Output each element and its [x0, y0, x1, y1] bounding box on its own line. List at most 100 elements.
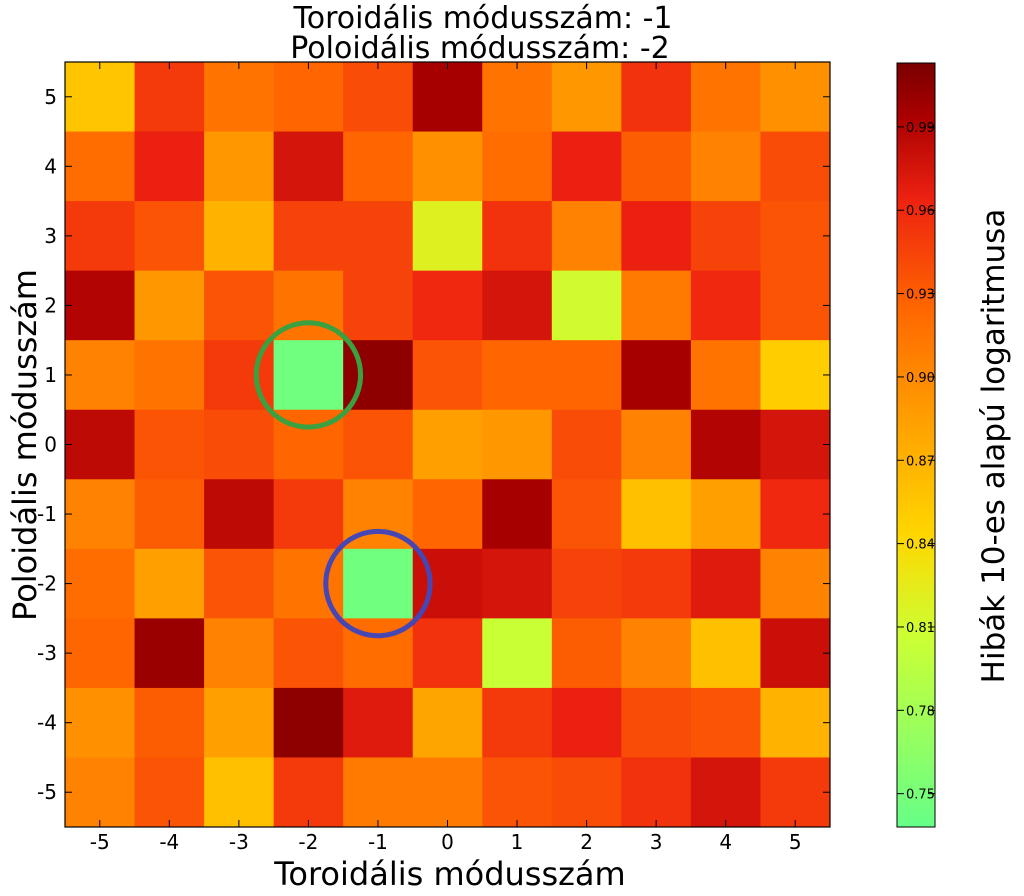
- heatmap-cell: [65, 340, 136, 411]
- heatmap-cell: [65, 548, 136, 619]
- heatmap-cell: [134, 270, 205, 341]
- heatmap-cell: [343, 687, 414, 758]
- heatmap-cell: [760, 201, 831, 272]
- heatmap-cell: [690, 687, 761, 758]
- heatmap-cell: [204, 270, 275, 341]
- heatmap-cell: [551, 618, 622, 689]
- y-tick-label: 5: [44, 85, 57, 109]
- heatmap-cell: [482, 757, 553, 828]
- heatmap-cell: [134, 757, 205, 828]
- y-axis-label: Poloidális módusszám: [6, 269, 44, 621]
- y-tick-label: -2: [37, 572, 57, 596]
- heatmap-cell: [65, 131, 136, 202]
- heatmap-cell: [204, 618, 275, 689]
- heatmap-cell: [482, 201, 553, 272]
- heatmap-cell: [65, 270, 136, 341]
- y-tick-label: -4: [37, 711, 57, 735]
- heatmap-cell: [134, 618, 205, 689]
- colorbar-tick-label: 0.84: [906, 538, 935, 553]
- y-tick-label: 0: [44, 433, 57, 457]
- heatmap-cell: [621, 618, 692, 689]
- heatmap-cell: [343, 757, 414, 828]
- heatmap-cell: [65, 687, 136, 758]
- heatmap-cell: [134, 340, 205, 411]
- heatmap-cell: [65, 618, 136, 689]
- heatmap-cell: [482, 409, 553, 480]
- y-tick-label: 3: [44, 224, 57, 248]
- heatmap-cell: [273, 479, 344, 550]
- colorbar-tick-label: 0.99: [906, 121, 935, 136]
- highlight-markers: [253, 320, 433, 639]
- heatmap-cell: [134, 131, 205, 202]
- x-tick-label: 0: [441, 830, 454, 854]
- heatmap-cell: [760, 270, 831, 341]
- heatmap-cell: [690, 201, 761, 272]
- heatmap-cell: [204, 62, 275, 133]
- heatmap-cell: [760, 479, 831, 550]
- heatmap-cell: [412, 618, 483, 689]
- colorbar: [896, 62, 936, 828]
- heatmap-cell: [551, 687, 622, 758]
- x-tick-label: -2: [298, 830, 318, 854]
- heatmap-cell: [621, 340, 692, 411]
- heatmap-cell: [690, 757, 761, 828]
- heatmap-cell: [621, 201, 692, 272]
- heatmap-cell: [412, 409, 483, 480]
- heatmap-cell: [551, 201, 622, 272]
- heatmap-cell: [760, 409, 831, 480]
- heatmap-cell: [482, 548, 553, 619]
- heatmap-cell: [551, 340, 622, 411]
- colorbar-tick-label: 0.87: [906, 454, 935, 469]
- heatmap-cell: [343, 548, 414, 619]
- heatmap-cell: [621, 687, 692, 758]
- x-tick-label: -5: [90, 830, 110, 854]
- y-tick-label: -1: [37, 502, 57, 526]
- heatmap-cell: [690, 618, 761, 689]
- heatmap-cell: [343, 131, 414, 202]
- heatmap-cell: [412, 131, 483, 202]
- heatmap-cell: [273, 340, 344, 411]
- heatmap-cell: [482, 340, 553, 411]
- heatmap-cell: [760, 757, 831, 828]
- x-tick-label: -4: [159, 830, 179, 854]
- heatmap-cell: [412, 201, 483, 272]
- heatmap-cell: [134, 687, 205, 758]
- colorbar-tick-label: 0.81: [906, 621, 935, 636]
- colorbar-tick-label: 0.96: [906, 204, 935, 219]
- colorbar-tick-label: 0.90: [906, 371, 935, 386]
- x-tick-label: 2: [580, 830, 593, 854]
- heatmap-cell: [482, 131, 553, 202]
- heatmap-cell: [204, 687, 275, 758]
- heatmap-cell: [204, 201, 275, 272]
- y-tick-label: 4: [44, 154, 57, 178]
- heatmap-cell: [690, 270, 761, 341]
- heatmap-cell: [551, 270, 622, 341]
- colorbar-ticks: 0.75 0.78 0.81 0.84 0.87 0.90 0.93 0.96 0.99: [897, 121, 935, 803]
- heatmap-cell: [273, 687, 344, 758]
- heatmap-cell: [134, 548, 205, 619]
- heatmap-cell: [621, 757, 692, 828]
- heatmap-cell: [204, 479, 275, 550]
- heatmap-cell: [551, 548, 622, 619]
- heatmap-cell: [482, 618, 553, 689]
- heatmap-cell: [551, 409, 622, 480]
- heatmap-cell: [65, 757, 136, 828]
- heatmap-cell: [412, 62, 483, 133]
- heatmap-cells: [65, 62, 831, 828]
- heatmap-cell: [65, 62, 136, 133]
- heatmap-cell: [551, 131, 622, 202]
- colorbar-label: Hibák 10-es alapú logaritmusa: [976, 209, 1012, 684]
- x-tick-label: 4: [719, 830, 732, 854]
- heatmap-cell: [690, 548, 761, 619]
- heatmap-cell: [551, 479, 622, 550]
- heatmap-cell: [621, 131, 692, 202]
- chart-title-line-2: Poloidális módusszám: -2: [290, 31, 669, 66]
- y-tick-label: 1: [44, 363, 57, 387]
- heatmap-cell: [273, 131, 344, 202]
- heatmap-cell: [343, 270, 414, 341]
- heatmap-cell: [204, 757, 275, 828]
- y-tick-label: 2: [44, 293, 57, 317]
- heatmap-cell: [343, 409, 414, 480]
- heatmap-cell: [482, 270, 553, 341]
